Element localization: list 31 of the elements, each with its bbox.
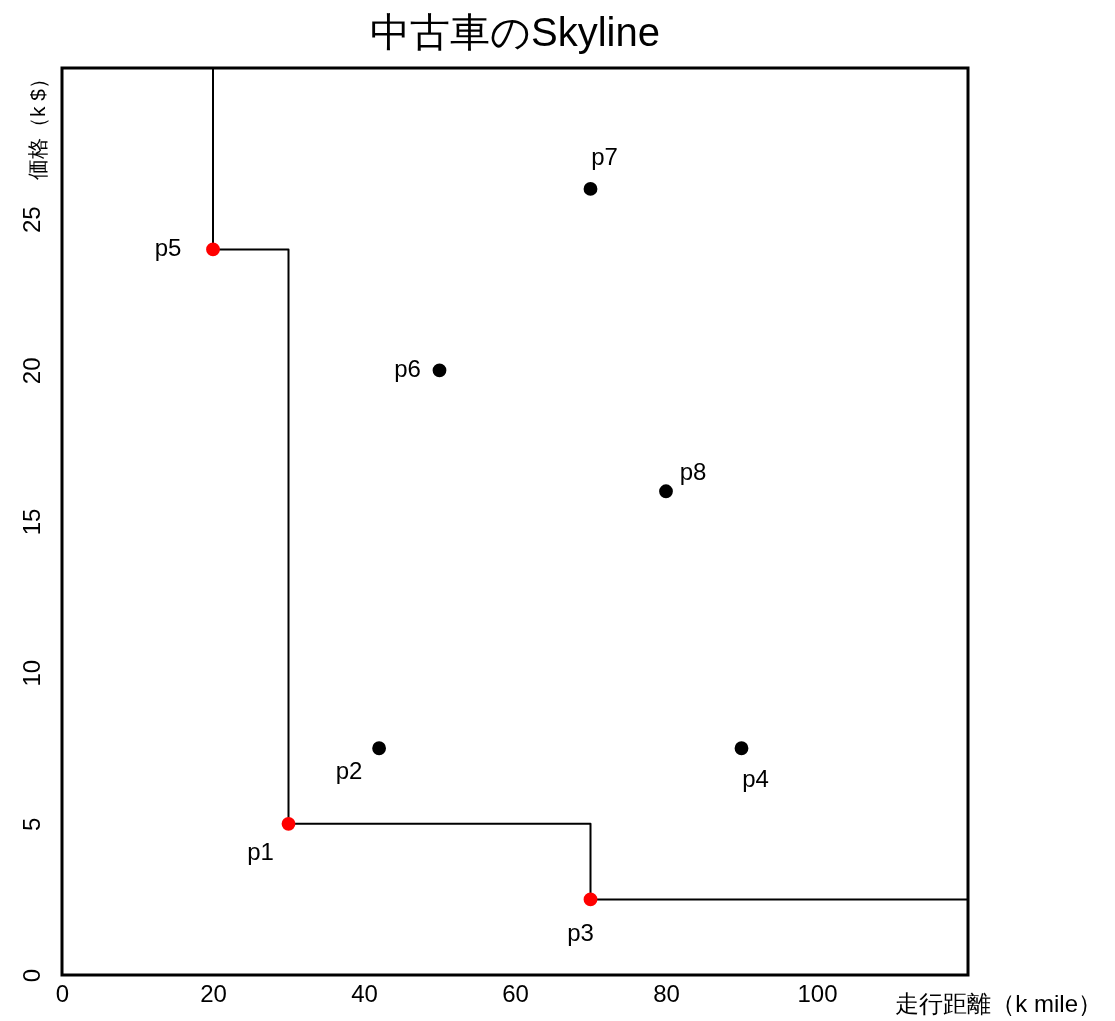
annotation: p6 — [394, 354, 421, 382]
x-tick-label: 100 — [797, 980, 838, 1008]
chart-title: 中古車のSkyline — [370, 10, 660, 54]
point — [281, 816, 296, 831]
annotation: p7 — [591, 143, 618, 171]
y-axis-title: 価格（k $） — [26, 68, 49, 181]
x-tick-label: 20 — [200, 980, 227, 1008]
point — [583, 892, 598, 907]
x-tick-label: 80 — [653, 980, 680, 1008]
point — [432, 363, 447, 378]
annotation: p2 — [335, 756, 363, 784]
annotation: p3 — [567, 918, 594, 946]
point — [206, 242, 220, 257]
annotation: p5 — [154, 233, 182, 261]
y-tick-label: 0 — [18, 968, 46, 983]
y-tick-label: 20 — [18, 357, 46, 385]
x-axis-title: 走行距離（k mile） — [895, 990, 1102, 1017]
annotation: p1 — [247, 838, 274, 866]
point — [734, 741, 749, 756]
x-tick-label: 40 — [351, 980, 378, 1008]
y-tick-label: 25 — [18, 206, 46, 234]
annotation: p4 — [742, 764, 769, 792]
point — [372, 741, 387, 756]
y-tick-label: 5 — [18, 817, 46, 832]
x-tick-label: 60 — [502, 980, 529, 1008]
y-tick-label: 10 — [18, 659, 46, 687]
point — [583, 182, 598, 196]
point — [659, 484, 673, 499]
y-tick-label: 15 — [18, 508, 46, 536]
annotation: p8 — [679, 457, 707, 485]
x-tick-label: 0 — [55, 980, 70, 1008]
